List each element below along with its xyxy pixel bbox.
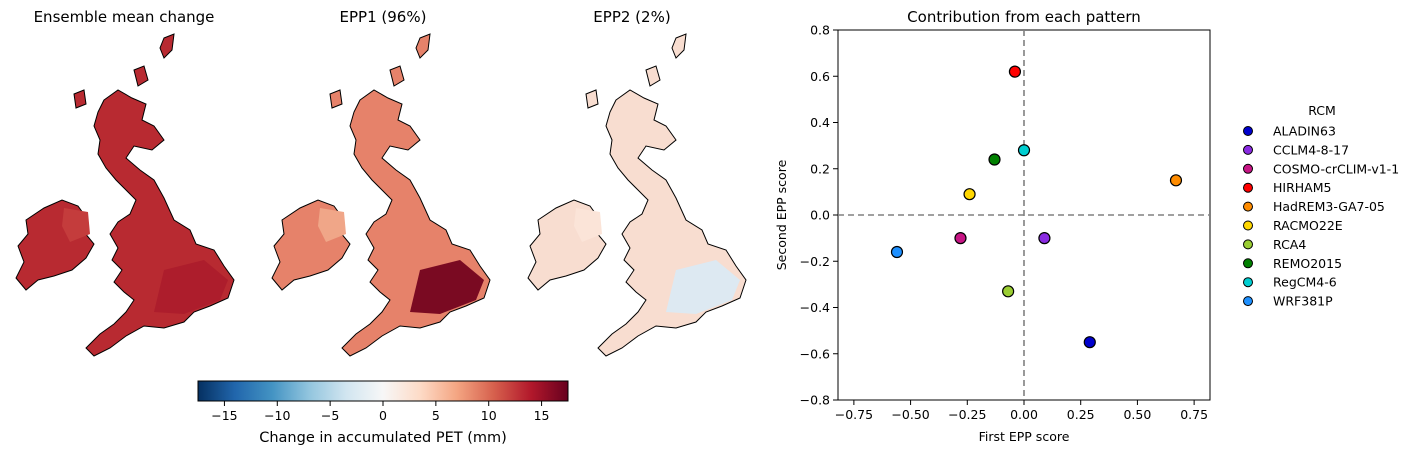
y-tick-label: 0.4 [810, 115, 830, 130]
uk-landmass-epp2 [527, 33, 747, 357]
x-tick-label: −0.50 [891, 407, 929, 422]
uk-map-epp1 [271, 33, 491, 357]
map-panel-epp1: EPP1 (96%) [271, 8, 491, 357]
reference-lines [838, 30, 1210, 400]
legend-label: ALADIN63 [1273, 124, 1336, 139]
legend-label: WRF381P [1273, 294, 1333, 309]
uk-map-epp2 [527, 33, 747, 357]
colorbar-tick-label: 0 [379, 408, 387, 423]
point-cclm4-8-17 [1038, 232, 1051, 245]
y-axis-label: Second EPP score [774, 159, 789, 270]
northern-ireland-shading-epp2 [574, 208, 602, 242]
map-panel-mean: Ensemble mean change [15, 8, 235, 357]
legend-label: COSMO-crCLIM-v1-1 [1273, 161, 1399, 176]
legend: RCM ALADIN63 CCLM4-8-17 COSMO-crCLIM-v1-1 H… [1243, 103, 1399, 309]
se-england-shading-epp2 [666, 260, 740, 314]
colorbar-tick-label: 15 [534, 408, 550, 423]
y-tick-label: −0.6 [800, 346, 830, 361]
map-title-epp2: EPP2 (2%) [593, 8, 670, 26]
legend-marker [1243, 144, 1253, 155]
colorbar-tick-label: −15 [211, 408, 237, 423]
northern-ireland-shading-epp1 [318, 208, 346, 242]
legend-marker [1243, 126, 1253, 136]
x-tick-label: 0.75 [1180, 407, 1208, 422]
y-axis-ticks: −0.8 −0.6 −0.4 −0.2 0.0 0.2 0.4 0.6 0.8 [800, 23, 838, 408]
colorbar-label: Change in accumulated PET (mm) [259, 430, 507, 446]
x-axis-ticks: −0.75 −0.50 −0.25 0.00 0.25 0.50 0.75 [835, 400, 1208, 422]
legend-label: HIRHAM5 [1273, 180, 1331, 195]
legend-marker [1243, 239, 1253, 250]
y-tick-label: 0.2 [810, 161, 830, 176]
northern-ireland-shading-mean [62, 208, 90, 242]
colorbar-tick-label: −10 [264, 408, 290, 423]
x-tick-label: 0.25 [1067, 407, 1095, 422]
uk-landmass-epp1 [271, 33, 491, 357]
colorbar-gradient [197, 380, 569, 402]
legend-marker [1243, 220, 1253, 231]
point-hadrem3-ga7-05 [1169, 174, 1183, 187]
uk-landmass-mean [15, 33, 235, 357]
legend-items: ALADIN63 CCLM4-8-17 COSMO-crCLIM-v1-1 HIRHA… [1243, 124, 1399, 309]
scatter-title: Contribution from each pattern [907, 8, 1141, 26]
colorbar-tick-label: 10 [481, 408, 497, 423]
legend-marker [1243, 258, 1253, 269]
map-panel-epp2: EPP2 (2%) [527, 8, 747, 357]
legend-label: CCLM4-8-17 [1273, 142, 1349, 157]
legend-label: RegCM4-6 [1273, 275, 1337, 290]
uk-map-mean [15, 33, 235, 357]
map-title-epp1: EPP1 (96%) [340, 8, 427, 26]
point-cosmo-crclim-v1-1 [954, 232, 967, 245]
colorbar-ticks: −15 −10 −5 0 5 10 15 [211, 401, 550, 423]
y-tick-label: 0.8 [810, 23, 830, 38]
legend-title: RCM [1308, 103, 1336, 118]
point-remo2015 [988, 153, 1001, 166]
y-tick-label: 0.0 [810, 208, 830, 223]
colorbar: −15 −10 −5 0 5 10 15 Change in accumulated PET… [197, 380, 569, 446]
legend-marker [1243, 201, 1253, 212]
y-tick-label: −0.8 [800, 393, 830, 408]
scatter-points [890, 65, 1183, 349]
point-rca4 [1002, 285, 1015, 298]
scatter-panel: Contribution from each pattern −0.75 −0.5… [774, 8, 1211, 444]
x-tick-label: 0.00 [1010, 407, 1038, 422]
legend-marker [1243, 163, 1253, 174]
x-tick-label: −0.75 [835, 407, 873, 422]
point-racmo22e [963, 188, 976, 201]
colorbar-tick-label: −5 [321, 408, 339, 423]
legend-marker [1243, 182, 1253, 193]
y-tick-label: −0.2 [800, 254, 830, 269]
point-regcm4-6 [1017, 144, 1031, 157]
point-wrf381p [890, 245, 904, 259]
map-title-mean: Ensemble mean change [34, 8, 215, 26]
colorbar-tick-label: 5 [432, 408, 440, 423]
y-tick-label: 0.6 [810, 69, 830, 84]
point-aladin63 [1083, 336, 1096, 349]
legend-label: RACMO22E [1273, 218, 1343, 233]
se-england-shading-mean [154, 260, 228, 314]
legend-marker [1243, 296, 1253, 307]
x-tick-label: −0.25 [948, 407, 986, 422]
legend-label: REMO2015 [1273, 256, 1342, 271]
legend-label: RCA4 [1273, 237, 1306, 252]
x-axis-label: First EPP score [979, 429, 1070, 444]
legend-marker [1243, 277, 1253, 288]
point-hirham5 [1008, 65, 1022, 78]
x-tick-label: 0.50 [1123, 407, 1151, 422]
legend-label: HadREM3-GA7-05 [1273, 199, 1385, 214]
y-tick-label: −0.4 [800, 300, 830, 315]
se-england-shading-epp1 [410, 260, 484, 314]
